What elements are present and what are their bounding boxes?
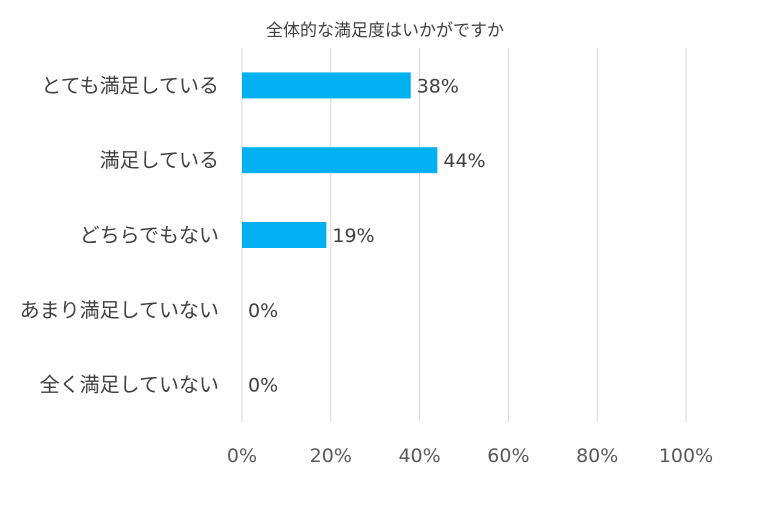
x-tick-label: 20% — [310, 445, 352, 467]
category-label: どちらでもない — [80, 223, 219, 247]
bar — [242, 222, 327, 248]
category-label: あまり満足していない — [20, 298, 219, 322]
gridlines — [241, 48, 687, 422]
data-label: 44% — [443, 150, 485, 172]
x-tick-label: 80% — [576, 445, 618, 467]
category-label: 満足している — [100, 148, 219, 172]
data-labels: 38% 44% 19% 0% 0% — [248, 75, 486, 396]
data-label: 19% — [332, 225, 374, 247]
data-label: 0% — [248, 375, 278, 397]
data-label: 38% — [417, 75, 459, 97]
x-tick-label: 0% — [227, 445, 257, 467]
category-labels: とても満足している満足しているどちらでもないあまり満足していない全く満足していな… — [20, 73, 219, 396]
category-label: 全く満足していない — [40, 373, 219, 397]
category-label: とても満足している — [41, 73, 219, 97]
x-axis-tick-labels: 0% 20% 40% 60% 80% 100% — [227, 445, 713, 467]
x-tick-label: 60% — [487, 445, 529, 467]
x-tick-label: 100% — [659, 445, 713, 467]
data-label: 0% — [248, 300, 278, 322]
bars — [242, 72, 438, 248]
chart-title: 全体的な満足度はいかがですか — [266, 21, 504, 41]
x-tick-label: 40% — [398, 445, 440, 467]
bar — [242, 147, 438, 174]
bar — [242, 72, 411, 99]
